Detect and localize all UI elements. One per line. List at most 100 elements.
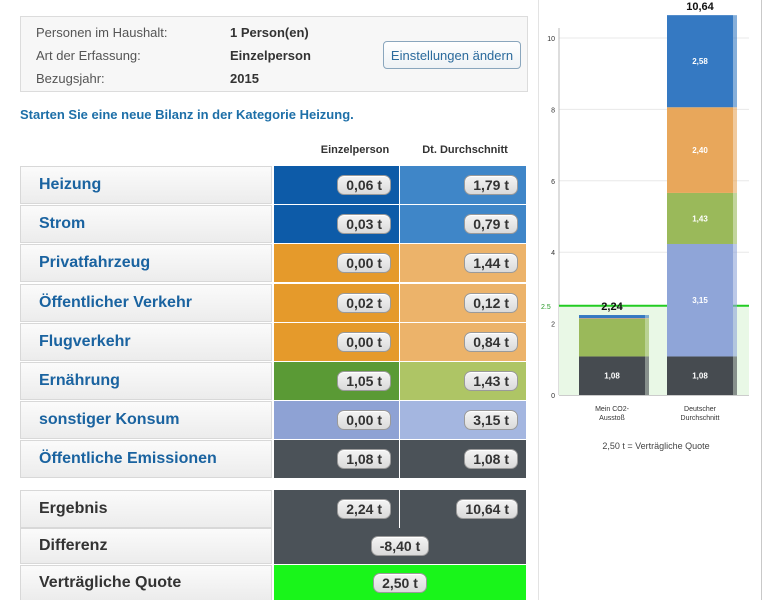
bar-segment bbox=[579, 315, 645, 319]
category-average-value: 1,43 t bbox=[464, 371, 518, 391]
bar-value-label: 3,15 bbox=[692, 296, 708, 305]
category-row: Privatfahrzeug 0,00 t 1,44 t bbox=[20, 244, 526, 283]
quota-value: 2,50 t bbox=[373, 573, 427, 593]
category-personal-value: 0,00 t bbox=[337, 253, 391, 274]
bar-value-label: 1,08 bbox=[692, 372, 708, 381]
co2-stacked-bar-chart: 0 2 4 6 8 10 2.5 1,08 2,24 1,08 3,15 1,43 2,40 2,58 10… bbox=[541, 1, 749, 451]
category-label[interactable]: Ernährung bbox=[20, 362, 272, 400]
category-row: Öffentlicher Verkehr 0,02 t 0,12 t bbox=[20, 283, 526, 322]
bar-value-label: 2,58 bbox=[692, 57, 708, 66]
category-label[interactable]: Strom bbox=[20, 205, 272, 244]
category-label[interactable]: Flugverkehr bbox=[20, 322, 272, 361]
bar-segment bbox=[579, 318, 645, 319]
category-personal-value: 0,00 t bbox=[337, 410, 391, 431]
category-personal-value: 0,02 t bbox=[337, 292, 391, 313]
category-personal-cell: 0,00 t bbox=[274, 401, 399, 440]
reference-year-label: Bezugsjahr: bbox=[36, 71, 105, 86]
category-average-value: 0,79 t bbox=[464, 214, 518, 235]
category-average-cell: 1,43 t bbox=[400, 362, 526, 400]
household-size-label: Personen im Haushalt: bbox=[36, 25, 168, 40]
quota-row: Verträgliche Quote 2,50 t bbox=[20, 565, 526, 600]
bar-segment-side bbox=[733, 356, 737, 395]
category-label[interactable]: Privatfahrzeug bbox=[20, 244, 272, 283]
category-row: Heizung 0,06 t 1,79 t bbox=[20, 166, 526, 204]
capture-type-value: Einzelperson bbox=[230, 48, 311, 63]
bar-segment-side bbox=[645, 356, 649, 395]
quota-label: Verträgliche Quote bbox=[20, 565, 272, 600]
category-average-cell: 1,79 t bbox=[400, 166, 526, 204]
category-personal-cell: 1,08 t bbox=[274, 440, 399, 479]
bar-segment bbox=[667, 15, 733, 108]
y-tick-label: 0 bbox=[551, 393, 555, 400]
reference-line-label: 2.5 bbox=[541, 304, 551, 311]
bar-segment-side bbox=[645, 318, 649, 319]
bar-value-label: 1,08 bbox=[604, 372, 620, 381]
category-row: Öffentliche Emissionen 1,08 t 1,08 t bbox=[20, 440, 526, 479]
bar-segment bbox=[667, 356, 733, 395]
category-average-cell: 1,08 t bbox=[400, 440, 526, 479]
start-new-balance-link[interactable]: Starten Sie eine neue Bilanz in der Kate… bbox=[20, 107, 354, 122]
category-average-value: 1,79 t bbox=[464, 175, 518, 195]
difference-label: Differenz bbox=[20, 528, 272, 564]
y-tick-label: 4 bbox=[551, 250, 555, 257]
bar-segment bbox=[667, 243, 733, 357]
category-personal-cell: 0,00 t bbox=[274, 244, 399, 283]
bar-segment bbox=[667, 192, 733, 244]
bar-total-label: 10,64 bbox=[686, 1, 714, 13]
bar-segment bbox=[579, 356, 645, 395]
result-average-value: 10,64 t bbox=[456, 499, 518, 519]
category-label[interactable]: Heizung bbox=[20, 166, 272, 204]
difference-row: Differenz -8,40 t bbox=[20, 528, 526, 564]
category-average-cell: 0,12 t bbox=[400, 283, 526, 322]
bar-segment-side bbox=[645, 318, 649, 357]
category-personal-cell: 0,06 t bbox=[274, 166, 399, 204]
change-settings-button[interactable]: Einstellungen ändern bbox=[383, 41, 521, 69]
category-average-cell: 0,79 t bbox=[400, 205, 526, 244]
category-personal-value: 0,06 t bbox=[337, 175, 391, 195]
category-average-value: 0,12 t bbox=[464, 292, 518, 313]
bar-value-label: 1,43 bbox=[692, 214, 708, 223]
category-label[interactable]: Öffentliche Emissionen bbox=[20, 440, 272, 479]
category-average-cell: 1,44 t bbox=[400, 244, 526, 283]
bar-total-label: 2,24 bbox=[601, 301, 623, 313]
category-average-value: 0,84 t bbox=[464, 331, 518, 352]
category-row: sonstiger Konsum 0,00 t 3,15 t bbox=[20, 401, 526, 440]
y-tick-label: 10 bbox=[547, 36, 555, 43]
bar-segment bbox=[667, 107, 733, 193]
result-personal-cell: 2,24 t bbox=[274, 490, 399, 528]
bar-segment-side bbox=[733, 243, 737, 357]
difference-value: -8,40 t bbox=[370, 536, 430, 556]
result-average-cell: 10,64 t bbox=[400, 490, 526, 528]
bar-segment-side bbox=[645, 315, 649, 319]
bar-segment bbox=[579, 318, 645, 357]
category-average-value: 1,44 t bbox=[464, 253, 518, 274]
column-header-personal: Einzelperson bbox=[320, 144, 390, 156]
column-header-average: Dt. Durchschnitt bbox=[422, 144, 508, 156]
result-row: Ergebnis 2,24 t 10,64 t bbox=[20, 490, 526, 528]
category-row: Strom 0,03 t 0,79 t bbox=[20, 205, 526, 244]
category-average-value: 1,08 t bbox=[464, 449, 518, 470]
category-personal-value: 1,05 t bbox=[337, 371, 391, 391]
category-label[interactable]: Öffentlicher Verkehr bbox=[20, 283, 272, 322]
difference-cell: -8,40 t bbox=[274, 528, 526, 564]
category-personal-cell: 0,03 t bbox=[274, 205, 399, 244]
category-label[interactable]: sonstiger Konsum bbox=[20, 401, 272, 440]
y-tick-label: 2 bbox=[551, 322, 555, 329]
quota-cell: 2,50 t bbox=[274, 565, 526, 600]
category-average-value: 3,15 t bbox=[464, 410, 518, 431]
y-tick-label: 8 bbox=[551, 107, 555, 114]
category-personal-cell: 1,05 t bbox=[274, 362, 399, 400]
x-category-label: Deutscher Durchschnitt bbox=[681, 406, 720, 422]
category-row: Ernährung 1,05 t 1,43 t bbox=[20, 362, 526, 400]
y-tick-label: 6 bbox=[551, 179, 555, 186]
category-average-cell: 0,84 t bbox=[400, 322, 526, 361]
category-row: Flugverkehr 0,00 t 0,84 t bbox=[20, 322, 526, 361]
category-average-cell: 3,15 t bbox=[400, 401, 526, 440]
chart-caption: 2,50 t = Verträgliche Quote bbox=[602, 441, 709, 451]
chart-panel: 0 2 4 6 8 10 2.5 1,08 2,24 1,08 3,15 1,43 2,40 2,58 10… bbox=[538, 0, 763, 600]
bar-value-label: 2,40 bbox=[692, 146, 708, 155]
category-personal-cell: 0,00 t bbox=[274, 322, 399, 361]
bar-segment-side bbox=[733, 192, 737, 244]
result-personal-value: 2,24 t bbox=[337, 499, 391, 519]
